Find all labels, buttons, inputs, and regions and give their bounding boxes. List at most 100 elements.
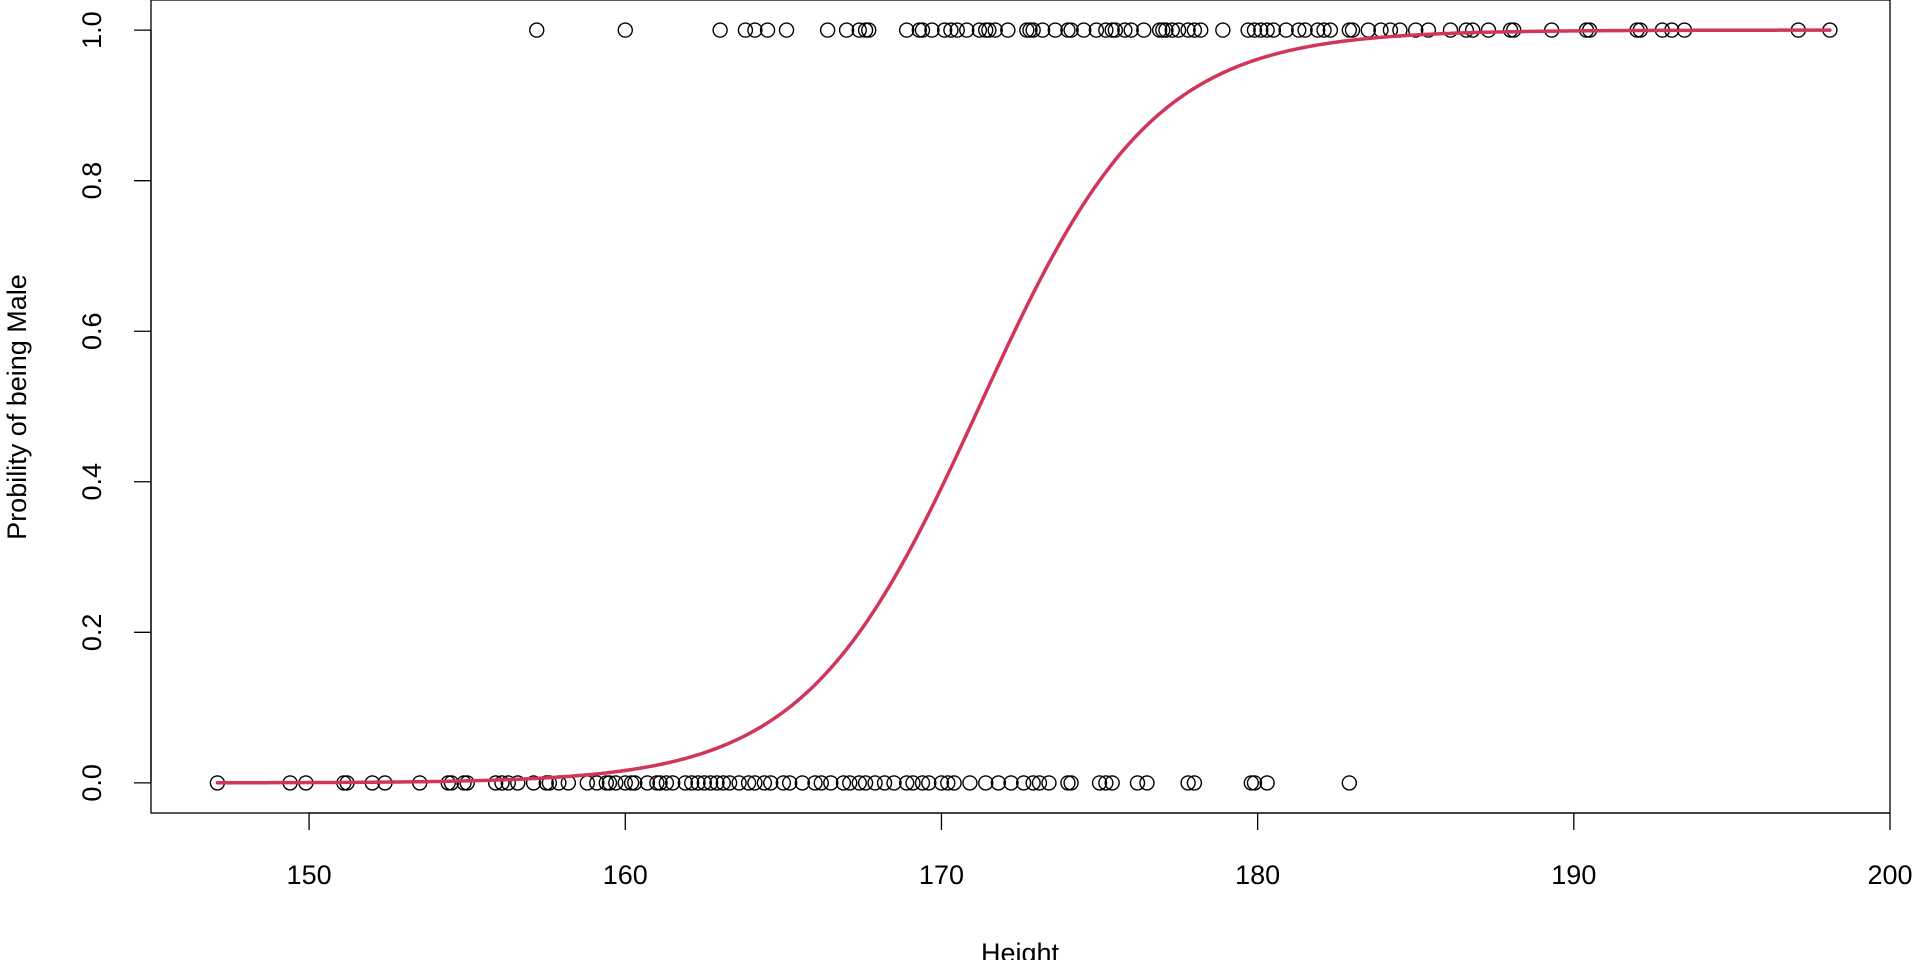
data-point [541, 775, 558, 791]
data-point [819, 22, 836, 38]
data-point [1000, 22, 1016, 38]
data-point [1091, 775, 1108, 791]
data-point [1253, 22, 1269, 38]
data-point [652, 775, 668, 791]
data-point [1186, 22, 1203, 38]
data-point [1139, 775, 1155, 791]
data-point [1015, 775, 1032, 791]
data-point [838, 22, 855, 38]
y-tick-label: 0.6 [77, 312, 107, 350]
data-point [1060, 775, 1076, 791]
data-point [1458, 22, 1475, 38]
data-point [933, 775, 950, 791]
data-point [1322, 22, 1339, 38]
x-tick-label: 180 [1235, 860, 1280, 890]
plot-frame [150, 0, 1891, 814]
data-point [759, 22, 776, 38]
data-point [456, 775, 472, 791]
data-point [794, 775, 811, 791]
data-point [914, 22, 931, 38]
data-point [1310, 22, 1326, 38]
y-axis-title: Probility of being Male [2, 274, 32, 540]
data-point [1243, 775, 1260, 791]
data-point [1158, 22, 1174, 38]
data-point [1063, 22, 1079, 38]
data-point [1180, 22, 1196, 38]
data-point [851, 775, 867, 791]
data-point [608, 775, 624, 791]
data-point [500, 775, 516, 791]
y-axis: 0.0 0.2 0.4 0.6 0.8 1.0 [77, 11, 152, 802]
data-point [1076, 22, 1092, 38]
x-axis-title: Height [981, 938, 1060, 960]
data-points [209, 22, 1838, 791]
data-point [690, 775, 706, 791]
fitted-logistic-curve [215, 28, 1832, 785]
data-point [857, 775, 874, 791]
data-point [617, 775, 633, 791]
data-point [487, 775, 504, 791]
data-point [1170, 22, 1187, 38]
data-point [617, 22, 633, 38]
data-point [1088, 22, 1105, 38]
data-point [712, 22, 728, 38]
data-point [529, 22, 545, 38]
data-point [898, 22, 915, 38]
data-point [1278, 22, 1294, 38]
data-point [886, 775, 902, 791]
data-point [1341, 22, 1358, 38]
data-point [1098, 775, 1114, 791]
data-point [1129, 775, 1146, 791]
data-point [1480, 22, 1497, 38]
data-point [1136, 22, 1152, 38]
data-point [946, 775, 962, 791]
data-point [1104, 775, 1120, 791]
data-point [747, 775, 763, 791]
data-point [1034, 22, 1051, 38]
data-point [949, 22, 965, 38]
data-point [775, 775, 792, 791]
data-point [924, 22, 940, 38]
y-tick-label: 0.8 [77, 162, 107, 200]
data-point [1341, 775, 1358, 791]
data-point [1164, 22, 1180, 38]
x-tick-label: 160 [603, 860, 648, 890]
y-tick-label: 1.0 [77, 11, 107, 49]
x-tick-label: 150 [287, 860, 332, 890]
data-point [677, 775, 694, 791]
data-point [781, 775, 798, 791]
data-point [1031, 775, 1048, 791]
data-point [709, 775, 725, 791]
data-point [962, 775, 978, 791]
data-point [914, 775, 931, 791]
data-point [959, 22, 975, 38]
data-point [813, 775, 830, 791]
data-point [1063, 775, 1079, 791]
data-point [867, 775, 883, 791]
data-point [494, 775, 510, 791]
data-point [459, 775, 475, 791]
data-point [851, 22, 867, 38]
data-point [747, 22, 763, 38]
data-point [1291, 22, 1307, 38]
data-point [1186, 775, 1203, 791]
data-point [1246, 775, 1263, 791]
data-point [639, 775, 656, 791]
data-point [936, 22, 953, 38]
data-point [1180, 775, 1196, 791]
data-point [1107, 22, 1124, 38]
data-point [943, 22, 959, 38]
data-point [756, 775, 773, 791]
data-point [1215, 22, 1231, 38]
data-point [683, 775, 700, 791]
x-tick-label: 200 [1867, 860, 1912, 890]
data-point [1408, 22, 1424, 38]
data-point [1316, 22, 1332, 38]
data-point [1193, 22, 1209, 38]
data-point [990, 775, 1007, 791]
data-point [1265, 22, 1282, 38]
data-point [898, 775, 915, 791]
data-point [876, 775, 893, 791]
data-point [696, 775, 713, 791]
